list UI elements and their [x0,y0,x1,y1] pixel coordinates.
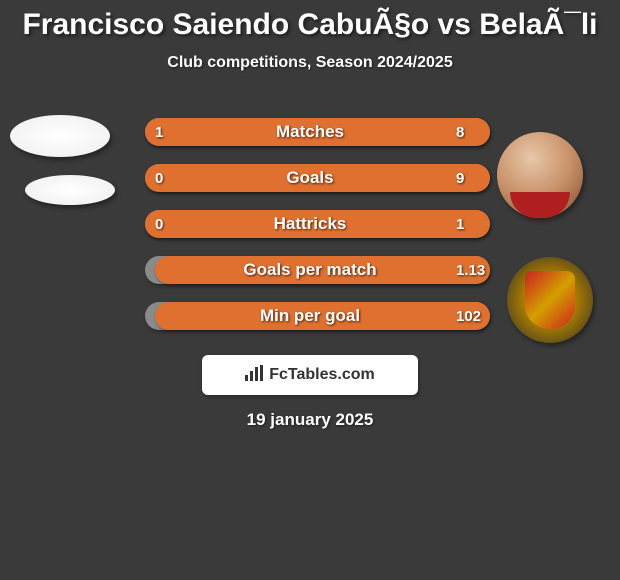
stat-label: Matches [10,122,610,142]
stat-right-value: 9 [456,170,464,187]
stat-row: 0 Hattricks 1 [10,206,610,242]
stat-right-value: 1 [456,216,464,233]
date-text: 19 january 2025 [0,410,620,430]
stat-row: Min per goal 102 [10,298,610,334]
stat-label: Min per goal [10,306,610,326]
stat-right-value: 102 [456,308,481,325]
subtitle: Club competitions, Season 2024/2025 [0,54,620,72]
stat-label: Goals [10,168,610,188]
stat-right-value: 8 [456,124,464,141]
stat-label: Hattricks [10,214,610,234]
stats-area: 1 Matches 8 0 Goals 9 0 Hattricks 1 Goal… [0,114,620,334]
stat-row: 0 Goals 9 [10,160,610,196]
stat-row: Goals per match 1.13 [10,252,610,288]
comparison-infographic: Francisco Saiendo CabuÃ§o vs BelaÃ¯li Cl… [0,0,620,580]
page-title: Francisco Saiendo CabuÃ§o vs BelaÃ¯li [0,0,620,42]
stat-row: 1 Matches 8 [10,114,610,150]
stat-right-value: 1.13 [456,262,485,279]
fctables-badge: FcTables.com [202,355,418,395]
chart-icon [245,365,263,386]
stat-label: Goals per match [10,260,610,280]
fctables-text: FcTables.com [269,366,375,384]
